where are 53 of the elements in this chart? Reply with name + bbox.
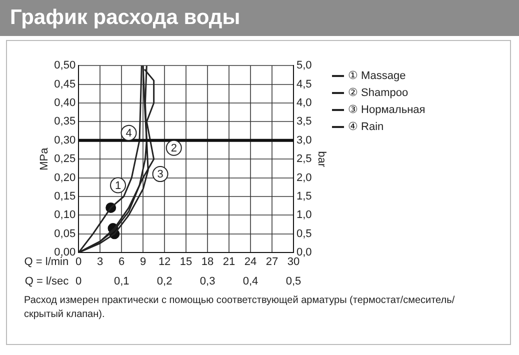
y2-tick-label: 0,5 (296, 228, 312, 240)
legend-label: ① Massage (348, 70, 406, 82)
x2-tick-label: 0,5 (286, 275, 302, 288)
y-tick-label: 0,00 (54, 246, 76, 259)
x2-tick-label: 0 (76, 275, 82, 288)
x-axis-title: Q = l/min (24, 256, 69, 268)
y-tick-label: 0,45 (54, 78, 76, 90)
x-tick-label: 30 (287, 256, 300, 268)
y2-axis-title: bar (315, 151, 328, 168)
x-tick-label: 18 (201, 256, 214, 268)
y-tick-label: 0,20 (54, 172, 76, 184)
y-tick-label: 0,10 (54, 209, 76, 222)
x2-tick-label: 0,1 (114, 275, 130, 288)
y2-tick-label: 1,5 (296, 190, 312, 203)
annotation: 1 (114, 180, 122, 192)
x2-tick-label: 0,4 (242, 275, 258, 288)
x2-tick-label: 0,3 (200, 275, 216, 288)
y2-tick-label: 4,0 (296, 97, 312, 110)
x-tick-label: 21 (222, 256, 236, 268)
y2-tick-label: 5,0 (296, 60, 312, 72)
annotation: 4 (126, 127, 132, 140)
legend-label: ④ Rain (348, 121, 384, 133)
y2-tick-label: 0,0 (296, 246, 312, 259)
y2-tick-label: 4,5 (296, 78, 312, 90)
y-tick-label: 0,05 (54, 228, 76, 240)
y2-tick-label: 2,0 (296, 172, 312, 184)
y-tick-label: 0,50 (54, 60, 76, 72)
x2-axis-title: Q = l/sec (24, 275, 70, 288)
x-tick-label: 24 (244, 256, 257, 268)
legend-label: ② Shampoo (348, 87, 408, 99)
x-tick-label: 9 (140, 256, 146, 268)
y2-tick-label: 2,5 (296, 153, 312, 166)
x-tick-label: 12 (158, 256, 171, 268)
y2-tick-label: 3,0 (296, 134, 312, 146)
y-tick-label: 0,15 (54, 190, 76, 203)
x-tick-label: 15 (180, 256, 192, 268)
annotation: 2 (170, 142, 177, 154)
chart-title: График расхода воды (0, 0, 519, 36)
legend-label: ③ Нормальная (348, 104, 426, 116)
x2-tick-label: 0,2 (156, 275, 172, 288)
x-tick-label: 6 (118, 256, 125, 268)
y-tick-label: 0,25 (54, 153, 76, 166)
y-tick-label: 0,40 (54, 97, 76, 110)
annotation: 3 (157, 168, 164, 181)
y-tick-label: 0,30 (54, 134, 76, 146)
text: Расход измерен практически с помощью соответствующей арматуры (термостат/смеситель/скрытый клапан). (24, 294, 456, 322)
x-tick-label: 3 (97, 256, 104, 268)
y2-tick-label: 1,0 (296, 209, 312, 222)
x-tick-label: 0 (76, 256, 82, 268)
x-tick-label: 27 (266, 256, 278, 268)
y-tick-label: 0,35 (54, 116, 76, 128)
y-axis-title: MPa (38, 146, 51, 170)
y2-tick-label: 3,5 (296, 116, 312, 128)
